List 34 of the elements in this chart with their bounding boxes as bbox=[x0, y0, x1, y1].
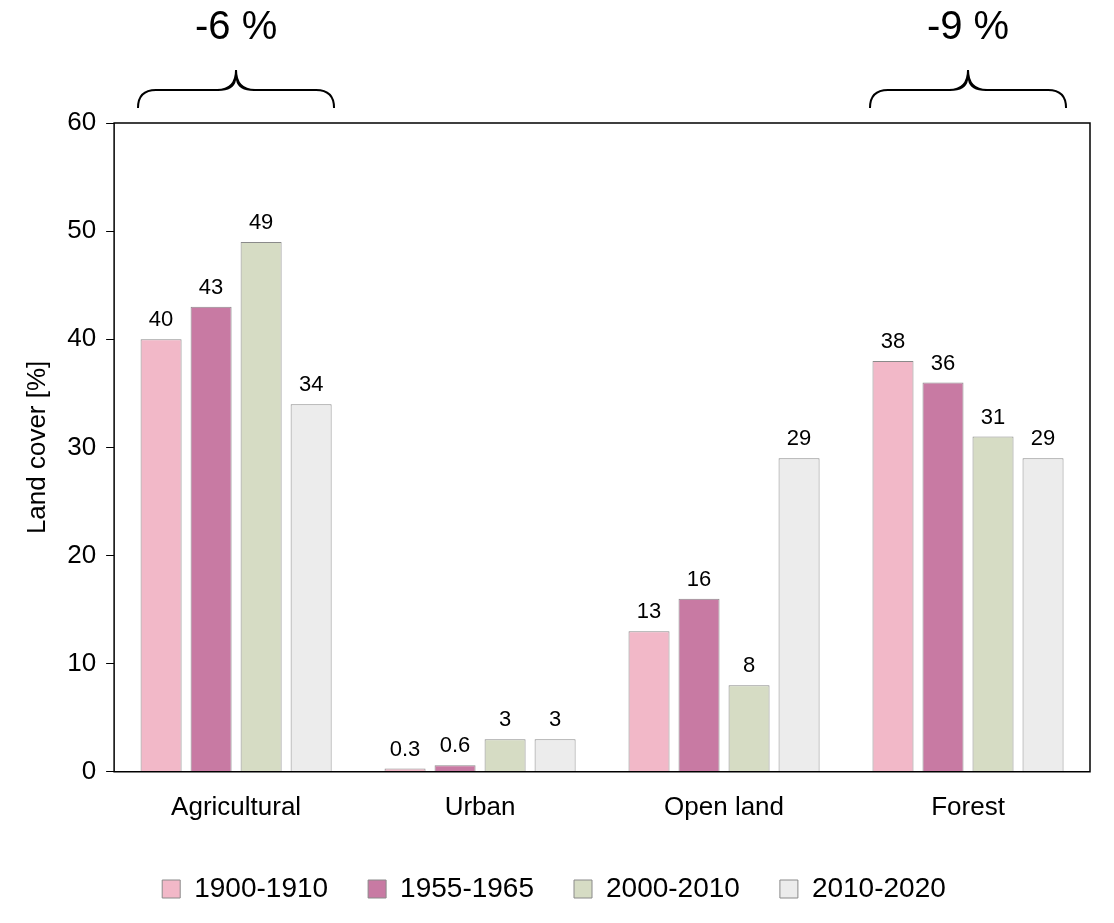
data-label: 29 bbox=[1030, 425, 1056, 451]
data-label: 34 bbox=[298, 371, 324, 397]
data-label: 38 bbox=[880, 327, 906, 353]
legend-label: 2000-2010 bbox=[606, 871, 740, 903]
data-label: 16 bbox=[686, 565, 712, 591]
y-tick-label: 10 bbox=[67, 646, 97, 677]
y-tick-label: 60 bbox=[67, 106, 97, 137]
data-label: 3 bbox=[548, 706, 562, 732]
data-label: 31 bbox=[980, 403, 1006, 429]
y-tick-label: 20 bbox=[67, 538, 97, 569]
data-label: 0.6 bbox=[439, 732, 471, 758]
y-tick-label: 0 bbox=[81, 754, 97, 785]
data-label: 40 bbox=[148, 306, 174, 332]
legend-label: 1900-1910 bbox=[194, 871, 329, 903]
data-label: 0.3 bbox=[389, 735, 421, 761]
text: -9 % bbox=[925, 3, 1011, 48]
data-label: 3 bbox=[498, 706, 512, 732]
legend-label: 1955-1965 bbox=[400, 871, 534, 903]
data-label: 36 bbox=[930, 349, 956, 375]
data-label: 8 bbox=[742, 652, 756, 678]
y-tick-label: 40 bbox=[67, 322, 97, 353]
y-tick-label: 50 bbox=[67, 214, 97, 245]
y-tick-label: 30 bbox=[67, 430, 97, 461]
data-label: 13 bbox=[636, 598, 662, 624]
text: -6 % bbox=[193, 3, 279, 48]
x-tick-label: Forest bbox=[931, 790, 1006, 821]
y-axis-title: Land cover [%] bbox=[20, 360, 51, 535]
data-label: 29 bbox=[786, 425, 812, 451]
x-tick-label: Open land bbox=[664, 790, 785, 821]
legend-label: 2010-2020 bbox=[811, 871, 946, 903]
data-label: 43 bbox=[198, 273, 224, 299]
x-tick-label: Urban bbox=[444, 790, 516, 821]
data-label: 49 bbox=[248, 209, 274, 235]
x-tick-label: Agricultural bbox=[171, 790, 302, 821]
